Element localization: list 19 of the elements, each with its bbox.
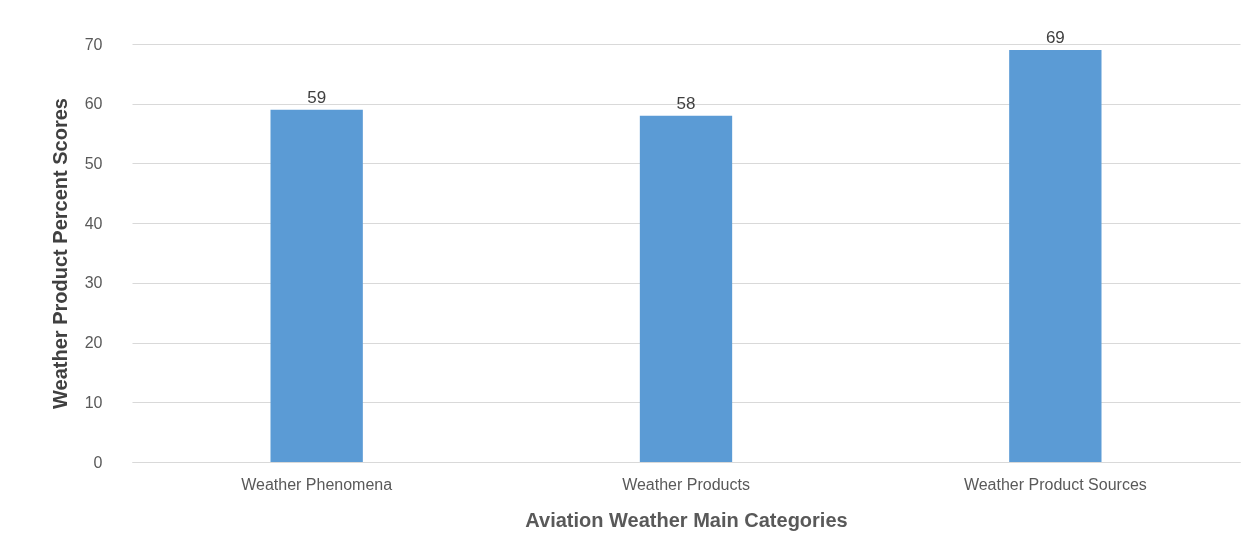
y-tick-label: 60 [84, 95, 103, 113]
data-label: 58 [676, 93, 696, 113]
x-tick-label: Weather Products [622, 475, 750, 493]
y-tick-label: 20 [84, 334, 103, 352]
data-label: 69 [1045, 27, 1065, 47]
x-tick-label: Weather Product Sources [963, 475, 1147, 493]
bar [639, 115, 733, 462]
x-axis-title: Aviation Weather Main Categories [525, 508, 848, 531]
y-tick-label: 70 [84, 35, 103, 53]
y-tick-label: 40 [84, 214, 103, 232]
y-tick-label: 50 [84, 154, 103, 172]
x-tick-label: Weather Phenomena [241, 475, 393, 493]
y-axis-title: Weather Product Percent Scores [48, 98, 71, 409]
bar [270, 109, 363, 462]
y-tick-label: 10 [84, 393, 103, 411]
bar [1009, 49, 1102, 462]
y-tick-label: 0 [93, 453, 103, 471]
y-tick-label: 30 [84, 274, 103, 292]
data-label: 59 [307, 87, 327, 107]
